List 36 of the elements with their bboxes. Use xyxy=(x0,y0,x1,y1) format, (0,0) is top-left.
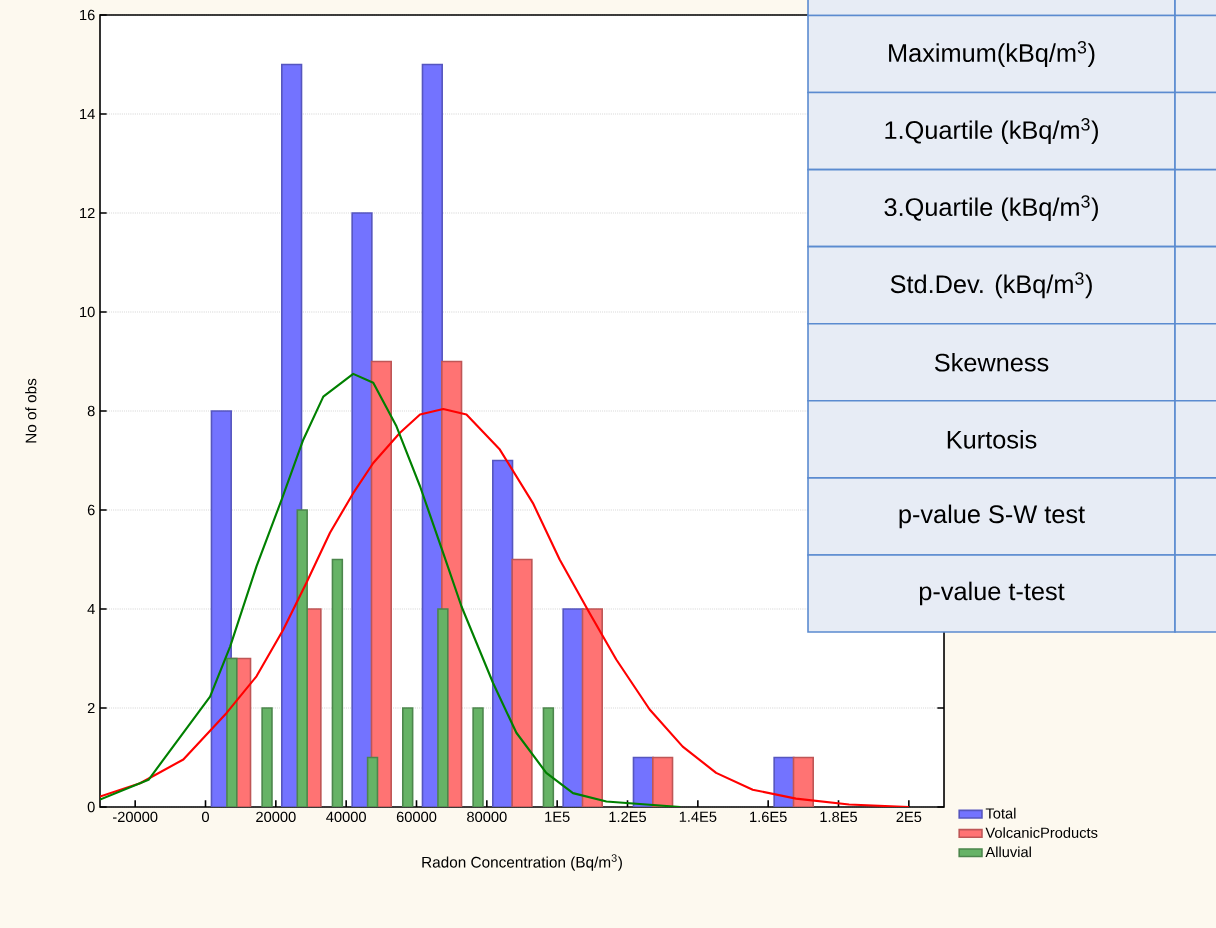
y-tick-label: 2 xyxy=(87,702,95,714)
annotation: p-value S-W test xyxy=(899,504,1085,529)
x-tick-label: 1.6E5 xyxy=(750,811,787,823)
y-tick-label: 6 xyxy=(87,504,95,516)
y-tick-label: 12 xyxy=(80,207,95,219)
annotation: Maximum(kBq/m$^{3}$) xyxy=(889,40,1095,67)
x-tick-label: 80000 xyxy=(467,811,507,823)
annotation: 3.Quartile (kBq/m$^{3}$) xyxy=(884,195,1098,222)
x-tick-label: 20000 xyxy=(256,811,296,823)
x-tick-label: 1E5 xyxy=(545,811,570,822)
annotation: Std.Dev. (kBq/m$^{3}$) xyxy=(890,272,1092,299)
y-tick-label: 10 xyxy=(80,306,95,318)
x-tick-label: -20000 xyxy=(112,811,158,823)
y-tick-label: 4 xyxy=(87,603,95,615)
y-tick-label: 16 xyxy=(80,9,95,21)
line-series xyxy=(100,372,682,807)
legend-label: Alluvial xyxy=(985,846,1031,858)
legend-label: Total xyxy=(985,807,1016,819)
annotation: p-value t-test xyxy=(919,581,1065,606)
y-tick-label: 8 xyxy=(87,405,95,417)
y-tick-label: 0 xyxy=(87,801,95,813)
x-tick-label: 1.2E5 xyxy=(609,811,647,823)
x-tick-label: 0 xyxy=(201,811,209,823)
annotation: Skewness xyxy=(934,352,1049,372)
x-tick-label: 1.8E5 xyxy=(820,811,858,823)
x-tick-label: 40000 xyxy=(326,811,366,823)
y-tick-label: 14 xyxy=(80,108,95,120)
x-axis-title: Radon Concentration (Bq/m$^{3}$) xyxy=(422,854,622,871)
y-axis-title: No of obs xyxy=(25,378,37,443)
legend-label: VolcanicProducts xyxy=(985,827,1098,838)
annotation: 1.Quartile (kBq/m$^{3}$) xyxy=(885,118,1098,145)
x-tick-label: 2E5 xyxy=(896,811,922,823)
text: Kurtosis xyxy=(947,430,1037,449)
x-tick-label: 1.4E5 xyxy=(679,811,717,822)
bar xyxy=(331,558,344,807)
x-tick-label: 60000 xyxy=(396,811,437,823)
